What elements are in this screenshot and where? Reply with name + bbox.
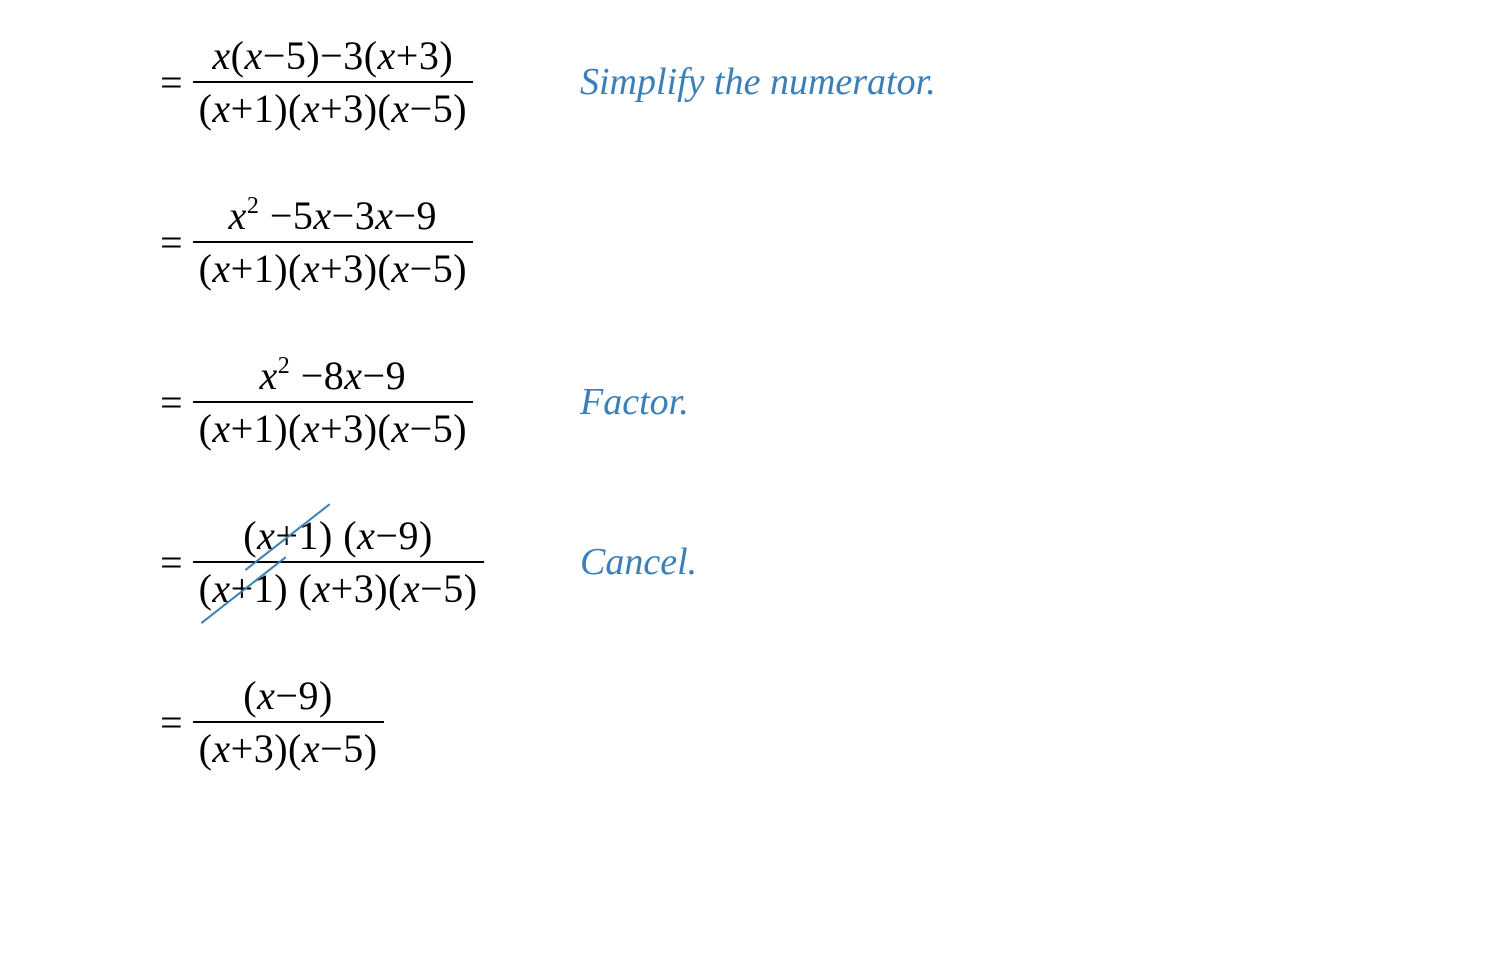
numerator: x2 −8x−9	[253, 350, 412, 401]
numerator: x2 −5x−3x−9	[223, 190, 443, 241]
fraction: x(x−5)−3(x+3)(x+1)(x+3)(x−5)	[193, 30, 473, 134]
equals-sign: =	[160, 59, 183, 106]
derivation-step: =(x−9)(x+3)(x−5)	[160, 670, 1500, 774]
denominator: (x+1)(x+3)(x−5)	[193, 403, 473, 454]
equation: =x(x−5)−3(x+3)(x+1)(x+3)(x−5)	[160, 30, 580, 134]
equals-sign: =	[160, 219, 183, 266]
denominator: (x+1)(x+3)(x−5)	[193, 83, 473, 134]
equals-sign: =	[160, 699, 183, 746]
math-steps-container: =x(x−5)−3(x+3)(x+1)(x+3)(x−5)Simplify th…	[0, 0, 1500, 774]
equation: =x2 −8x−9(x+1)(x+3)(x−5)	[160, 350, 580, 454]
numerator: x(x−5)−3(x+3)	[206, 30, 459, 81]
denominator: (x+3)(x−5)	[193, 723, 384, 774]
equation: =(x−9)(x+3)(x−5)	[160, 670, 580, 774]
numerator: (x−9)	[237, 670, 338, 721]
fraction: x2 −5x−3x−9(x+1)(x+3)(x−5)	[193, 190, 473, 294]
fraction: (x−9)(x+3)(x−5)	[193, 670, 384, 774]
derivation-step: =x2 −5x−3x−9(x+1)(x+3)(x−5)	[160, 190, 1500, 294]
derivation-step: =(x+1) (x−9)(x+1) (x+3)(x−5)Cancel.	[160, 510, 1500, 614]
derivation-step: =x2 −8x−9(x+1)(x+3)(x−5)Factor.	[160, 350, 1500, 454]
derivation-step: =x(x−5)−3(x+3)(x+1)(x+3)(x−5)Simplify th…	[160, 30, 1500, 134]
cancelled-factor: (x+1)	[199, 565, 288, 612]
equals-sign: =	[160, 379, 183, 426]
equals-sign: =	[160, 539, 183, 586]
denominator: (x+1) (x+3)(x−5)	[193, 563, 484, 614]
step-annotation: Simplify the numerator.	[580, 60, 936, 104]
equation: =x2 −5x−3x−9(x+1)(x+3)(x−5)	[160, 190, 580, 294]
step-annotation: Cancel.	[580, 540, 697, 584]
numerator: (x+1) (x−9)	[237, 510, 438, 561]
denominator: (x+1)(x+3)(x−5)	[193, 243, 473, 294]
cancelled-factor: (x+1)	[243, 512, 332, 559]
fraction: x2 −8x−9(x+1)(x+3)(x−5)	[193, 350, 473, 454]
step-annotation: Factor.	[580, 380, 689, 424]
equation: =(x+1) (x−9)(x+1) (x+3)(x−5)	[160, 510, 580, 614]
fraction: (x+1) (x−9)(x+1) (x+3)(x−5)	[193, 510, 484, 614]
